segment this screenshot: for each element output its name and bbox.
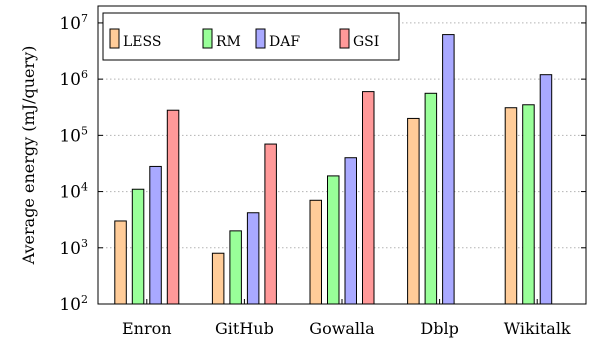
bar-less-github [211,252,225,305]
y-tick-base: 10 [59,239,81,259]
bar-daf-wikitalk [539,74,553,305]
y-tick-label: 104 [59,181,88,203]
y-tick-label: 102 [59,293,88,315]
legend-label-rm: RM [216,34,241,50]
y-tick-base: 10 [59,126,81,146]
bar-less-gowalla [309,199,322,305]
y-tick-exponent: 7 [81,12,88,25]
x-axis-labels: Enron GitHub Gowalla Dblp Wikitalk [122,299,571,338]
bar-rm-enron [131,188,145,305]
bar-gsi-enron [166,109,180,305]
y-tick-base: 10 [59,14,81,34]
y-tick-label: 105 [59,124,88,146]
legend-swatch-daf [255,28,266,49]
legend-swatch-less [109,28,120,49]
legend-box [102,12,400,61]
bar-less-enron [114,220,127,305]
legend: LESS RM DAF GSI [102,12,400,61]
x-tick-label: Enron [122,319,172,338]
y-tick-exponent: 5 [81,124,88,137]
bar-rm-github [229,230,242,305]
x-tick-label: Dblp [420,319,458,338]
x-tick-label: Gowalla [309,319,375,338]
y-axis-title: Average energy (mJ/query) [19,46,38,266]
bar-gsi-gowalla [362,91,375,305]
y-tick-exponent: 4 [81,181,88,194]
y-tick-base: 10 [59,70,81,90]
bar-daf-github [246,212,260,305]
bar-rm-dblp [424,92,438,305]
bar-less-dblp [407,117,420,305]
bar-daf-dblp [442,34,455,305]
x-tick-label: GitHub [215,319,274,338]
y-tick-exponent: 3 [81,237,88,250]
bar-daf-enron [149,165,162,305]
y-tick-exponent: 2 [81,293,88,306]
legend-swatch-gsi [339,28,350,49]
y-tick-base: 10 [59,183,81,203]
y-tick-base: 10 [59,295,81,315]
y-tick-label: 103 [59,237,88,259]
legend-label-gsi: GSI [353,34,379,50]
y-tick-label: 107 [59,12,88,34]
bar-less-wikitalk [504,107,518,305]
bar-daf-gowalla [344,157,357,305]
bar-rm-wikitalk [522,104,535,305]
bar-gsi-github [264,143,277,305]
bar-rm-gowalla [327,175,340,305]
legend-label-daf: DAF [269,34,300,50]
y-tick-exponent: 6 [81,68,88,81]
bars [114,34,553,305]
x-tick-label: Wikitalk [504,319,571,338]
legend-label-less: LESS [123,34,161,50]
y-tick-label: 106 [59,68,88,90]
legend-swatch-rm [202,28,213,49]
